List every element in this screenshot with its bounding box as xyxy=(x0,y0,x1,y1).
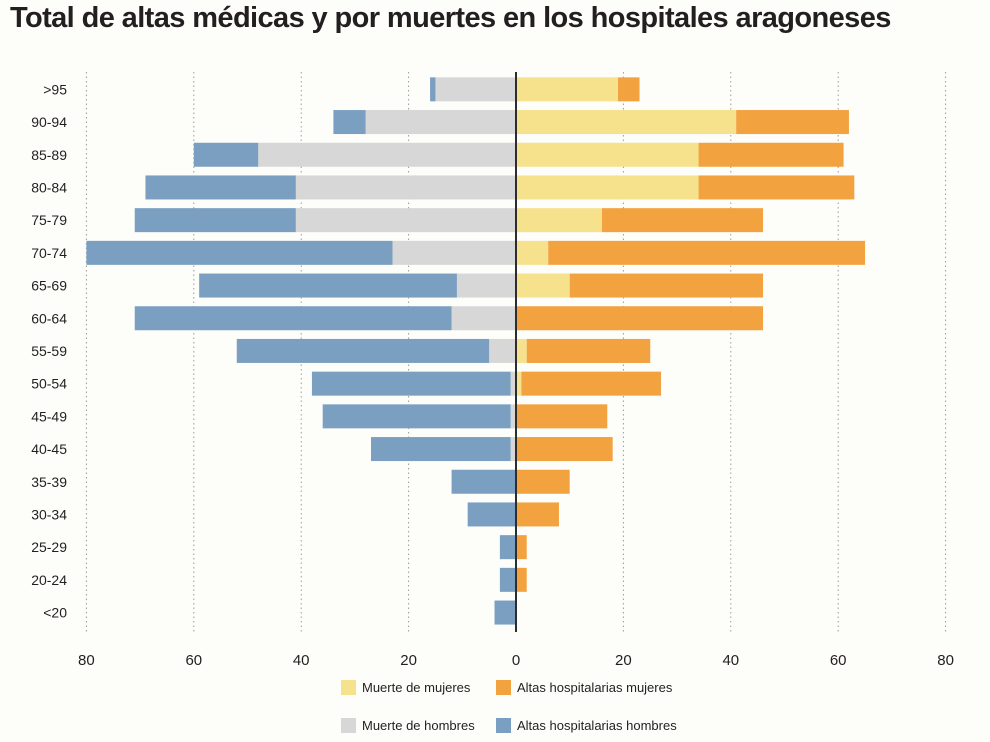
bar-altas-hombres xyxy=(311,371,511,396)
legend-label: Altas hospitalarias mujeres xyxy=(517,680,673,695)
legend-item-muerte-hombres: Muerte de hombres xyxy=(341,718,475,733)
bar-muerte-mujeres xyxy=(516,77,619,102)
category-label: 70-74 xyxy=(31,245,67,261)
bar-muerte-hombres xyxy=(510,437,516,462)
bar-altas-mujeres xyxy=(516,535,527,560)
bar-altas-hombres xyxy=(199,273,457,298)
legend-item-altas-hombres: Altas hospitalarias hombres xyxy=(496,718,677,733)
bar-altas-mujeres xyxy=(618,77,640,102)
category-label: 75-79 xyxy=(31,212,67,228)
tick-label: 40 xyxy=(722,652,739,669)
category-label: <20 xyxy=(43,605,67,621)
bar-muerte-hombres xyxy=(510,404,516,429)
legend-swatch-muerte-mujeres xyxy=(341,680,356,695)
tick-label: 80 xyxy=(78,652,95,669)
category-label: 40-45 xyxy=(31,441,67,457)
bar-altas-mujeres xyxy=(698,142,844,167)
bar-altas-hombres xyxy=(86,240,393,265)
category-label: 80-84 xyxy=(31,179,67,195)
category-label: >95 xyxy=(43,81,67,97)
bar-altas-hombres xyxy=(467,502,516,527)
bar-muerte-mujeres xyxy=(516,142,699,167)
tick-label: 60 xyxy=(830,652,847,669)
bar-altas-mujeres xyxy=(516,502,559,527)
bar-altas-hombres xyxy=(193,142,259,167)
bar-altas-mujeres xyxy=(569,273,764,298)
bar-muerte-hombres xyxy=(456,273,516,298)
bar-altas-hombres xyxy=(499,535,516,560)
bar-altas-hombres xyxy=(322,404,511,429)
bar-altas-mujeres xyxy=(516,306,764,331)
category-label: 90-94 xyxy=(31,114,67,130)
bar-muerte-mujeres xyxy=(516,110,737,135)
bar-muerte-mujeres xyxy=(516,273,570,298)
bar-muerte-hombres xyxy=(295,208,516,233)
legend-label: Altas hospitalarias hombres xyxy=(517,718,677,733)
bar-muerte-hombres xyxy=(365,110,516,135)
category-label: 55-59 xyxy=(31,343,67,359)
bar-altas-mujeres xyxy=(736,110,849,135)
bar-altas-mujeres xyxy=(516,404,608,429)
category-label: 35-39 xyxy=(31,474,67,490)
bar-altas-hombres xyxy=(134,208,296,233)
bar-muerte-hombres xyxy=(258,142,516,167)
bar-altas-mujeres xyxy=(698,175,855,200)
bar-muerte-hombres xyxy=(392,240,516,265)
bar-altas-hombres xyxy=(145,175,296,200)
bar-muerte-hombres xyxy=(489,338,516,363)
bar-altas-hombres xyxy=(494,600,516,625)
bar-altas-hombres xyxy=(451,469,516,494)
bar-muerte-mujeres xyxy=(516,240,549,265)
tick-label: 20 xyxy=(615,652,632,669)
bar-altas-hombres xyxy=(134,306,452,331)
bar-altas-mujeres xyxy=(601,208,764,233)
category-label: 25-29 xyxy=(31,539,67,555)
category-label: 20-24 xyxy=(31,572,67,588)
bar-muerte-hombres xyxy=(435,77,516,102)
bar-altas-hombres xyxy=(371,437,511,462)
tick-label: 60 xyxy=(185,652,202,669)
bar-altas-mujeres xyxy=(516,567,527,592)
legend-label: Muerte de hombres xyxy=(362,718,475,733)
legend-swatch-altas-hombres xyxy=(496,718,511,733)
chart-title: Total de altas médicas y por muertes en … xyxy=(10,2,891,34)
bar-muerte-mujeres xyxy=(516,338,527,363)
bar-altas-hombres xyxy=(236,338,490,363)
legend-swatch-muerte-hombres xyxy=(341,718,356,733)
bar-altas-mujeres xyxy=(516,469,570,494)
legend-label: Muerte de mujeres xyxy=(362,680,471,695)
category-labels: >95 90-94 85-89 80-84 75-79 70-74 65-69 60-64 55… xyxy=(31,81,67,620)
legend-swatch-altas-mujeres xyxy=(496,680,511,695)
bar-altas-hombres xyxy=(499,567,516,592)
bar-muerte-hombres xyxy=(451,306,516,331)
category-label: 30-34 xyxy=(31,506,67,522)
category-label: 65-69 xyxy=(31,278,67,294)
bar-altas-hombres xyxy=(333,110,366,135)
legend-item-altas-mujeres: Altas hospitalarias mujeres xyxy=(496,680,672,695)
bar-muerte-mujeres xyxy=(516,208,602,233)
legend-item-muerte-mujeres: Muerte de mujeres xyxy=(341,680,470,695)
tick-label: 20 xyxy=(400,652,417,669)
tick-label: 80 xyxy=(937,652,954,669)
bar-altas-hombres xyxy=(430,77,436,102)
tick-label: 0 xyxy=(512,652,520,669)
tick-labels: 80 60 40 20 0 20 40 60 80 xyxy=(78,652,954,669)
category-label: 50-54 xyxy=(31,376,67,392)
bars xyxy=(86,77,866,625)
bar-altas-mujeres xyxy=(548,240,866,265)
category-label: 60-64 xyxy=(31,310,67,326)
category-label: 45-49 xyxy=(31,408,67,424)
bar-altas-mujeres xyxy=(516,437,613,462)
bar-altas-mujeres xyxy=(526,338,651,363)
tick-label: 40 xyxy=(293,652,310,669)
bar-muerte-mujeres xyxy=(516,371,522,396)
bar-muerte-hombres xyxy=(295,175,516,200)
bar-altas-mujeres xyxy=(521,371,661,396)
category-label: 85-89 xyxy=(31,147,67,163)
bar-muerte-mujeres xyxy=(516,175,699,200)
bar-muerte-hombres xyxy=(510,371,516,396)
